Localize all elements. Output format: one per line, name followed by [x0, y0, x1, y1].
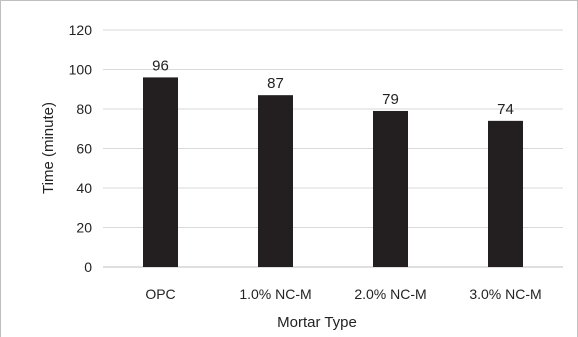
data-label: 87 [267, 75, 284, 92]
data-label: 74 [497, 101, 514, 118]
y-axis-title: Time (minute) [40, 102, 57, 194]
bar [373, 110, 408, 267]
x-tick-label: 2.0% NC-M [354, 286, 426, 302]
x-axis-ticks: OPC 1.0% NC-M 2.0% NC-M 3.0% NC-M [145, 286, 541, 302]
data-labels: 96 87 79 74 [152, 57, 514, 117]
y-tick-label: 40 [76, 180, 92, 196]
data-label: 96 [152, 57, 169, 74]
gridlines [103, 29, 563, 268]
x-axis-title: Mortar Type [277, 314, 357, 331]
x-tick-label: 3.0% NC-M [469, 286, 541, 302]
y-axis-ticks: 0 20 40 60 80 100 120 [69, 22, 93, 275]
y-tick-label: 0 [84, 259, 92, 275]
y-tick-label: 120 [69, 22, 93, 38]
bar [488, 120, 523, 267]
y-tick-label: 60 [76, 141, 92, 157]
data-label: 79 [382, 91, 399, 108]
y-tick-label: 80 [76, 101, 92, 117]
x-tick-label: OPC [145, 286, 175, 302]
y-tick-label: 20 [76, 220, 92, 236]
bars [143, 77, 523, 268]
bar [258, 95, 293, 267]
x-tick-label: 1.0% NC-M [239, 286, 311, 302]
y-tick-label: 100 [69, 62, 93, 78]
bar [143, 77, 178, 268]
